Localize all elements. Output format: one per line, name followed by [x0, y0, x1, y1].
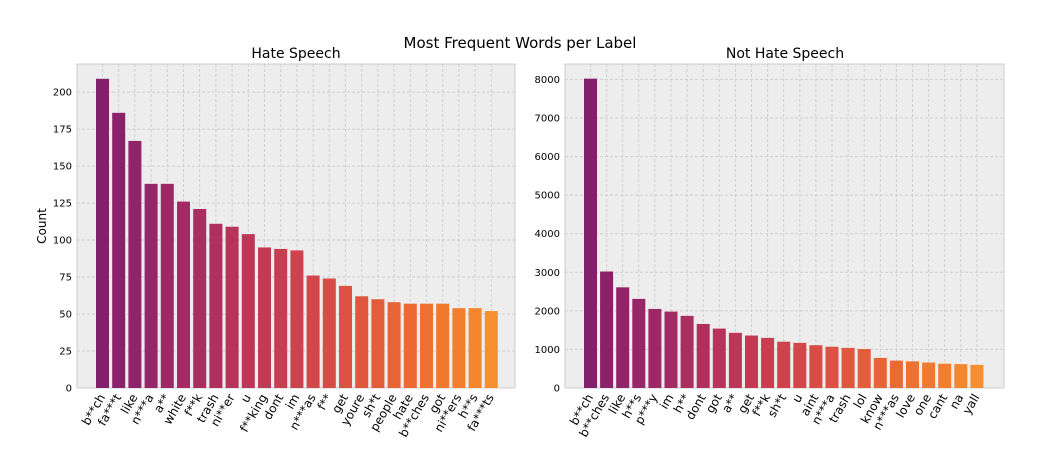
hate-speech-bars — [96, 78, 498, 389]
bar-not-hate-speech-4 — [648, 308, 662, 388]
not-hate-speech-y-ticks: 0 1000 2000 3000 4000 5000 6000 7000 8000 — [535, 75, 560, 395]
bar-hate-speech-9 — [241, 234, 255, 388]
bar-not-hate-speech-1 — [600, 271, 614, 388]
y-tick-label: 25 — [59, 347, 72, 358]
y-tick-label: 0 — [554, 384, 560, 395]
y-tick-label: 75 — [59, 273, 72, 284]
y-tick-label: 175 — [53, 125, 72, 136]
bar-not-hate-speech-9 — [728, 332, 742, 388]
bar-hate-speech-1 — [112, 112, 126, 389]
bar-not-hate-speech-5 — [664, 311, 678, 388]
y-tick-label: 4000 — [535, 229, 560, 240]
y-tick-label: 200 — [53, 88, 72, 99]
bar-hate-speech-4 — [160, 183, 174, 388]
hate-speech-panel: Hate Speech Count 0 25 50 75 100 125 150 175 200… — [35, 46, 516, 440]
y-tick-label: 150 — [53, 162, 72, 173]
bar-hate-speech-7 — [209, 223, 223, 388]
bar-not-hate-speech-19 — [889, 360, 903, 388]
not-hate-speech-title: Not Hate Speech — [726, 46, 844, 62]
bar-not-hate-speech-18 — [873, 357, 887, 388]
bar-hate-speech-11 — [274, 248, 288, 388]
y-tick-label: 0 — [66, 384, 72, 395]
bar-not-hate-speech-14 — [809, 345, 823, 388]
x-tick-label: im — [657, 392, 677, 412]
bar-hate-speech-19 — [403, 303, 417, 388]
bar-not-hate-speech-3 — [632, 298, 646, 388]
bar-not-hate-speech-21 — [922, 362, 936, 388]
y-tick-label: 125 — [53, 199, 72, 210]
bar-not-hate-speech-10 — [745, 335, 758, 388]
y-tick-label: 1000 — [535, 345, 560, 356]
y-tick-label: 2000 — [535, 306, 560, 317]
x-tick-label: na — [947, 392, 967, 412]
bar-not-hate-speech-0 — [584, 78, 597, 389]
bar-hate-speech-8 — [225, 226, 239, 388]
bar-hate-speech-13 — [306, 275, 320, 388]
figure-title: Most Frequent Words per Label — [404, 34, 637, 52]
x-tick-label: lol — [851, 392, 870, 411]
hate-speech-y-axis-label: Count — [35, 208, 49, 244]
bar-hate-speech-21 — [436, 303, 450, 388]
bar-hate-speech-5 — [177, 201, 190, 388]
y-tick-label: 7000 — [535, 114, 560, 125]
x-tick-label: im — [283, 392, 303, 412]
not-hate-speech-plot-area — [564, 63, 1005, 389]
bar-not-hate-speech-7 — [696, 323, 710, 388]
bar-not-hate-speech-16 — [841, 347, 855, 388]
bar-hate-speech-6 — [193, 208, 207, 388]
bar-hate-speech-14 — [322, 278, 336, 388]
bar-not-hate-speech-23 — [954, 364, 968, 388]
bar-not-hate-speech-20 — [906, 361, 919, 388]
bar-not-hate-speech-22 — [938, 363, 952, 388]
y-tick-label: 8000 — [535, 75, 560, 86]
bar-not-hate-speech-2 — [616, 287, 630, 388]
bar-hate-speech-0 — [96, 78, 109, 388]
not-hate-speech-x-ticks: b**chb**cheslikeh**sp***yimh**dontgota**… — [567, 391, 982, 439]
bar-hate-speech-12 — [290, 250, 304, 388]
bar-hate-speech-2 — [128, 140, 142, 388]
bar-hate-speech-23 — [468, 308, 482, 388]
bar-hate-speech-3 — [144, 183, 158, 388]
hate-speech-title: Hate Speech — [251, 46, 340, 62]
y-tick-label: 5000 — [535, 191, 560, 202]
bar-hate-speech-17 — [371, 299, 385, 388]
bar-not-hate-speech-15 — [825, 346, 839, 388]
y-tick-label: 3000 — [535, 268, 560, 279]
not-hate-speech-panel: Not Hate Speech 0 1000 2000 3000 4000 5000 600… — [535, 46, 1005, 440]
bar-hate-speech-16 — [355, 296, 369, 388]
y-tick-label: 100 — [53, 236, 72, 247]
bar-hate-speech-10 — [258, 247, 271, 388]
bar-not-hate-speech-8 — [712, 328, 726, 388]
not-hate-speech-bars — [584, 78, 984, 389]
bar-hate-speech-18 — [387, 302, 401, 388]
bar-hate-speech-24 — [484, 311, 498, 388]
x-tick-label: sh*t — [765, 391, 790, 420]
bar-not-hate-speech-6 — [680, 315, 694, 388]
hate-speech-y-ticks: 0 25 50 75 100 125 150 175 200 — [53, 88, 72, 395]
hate-speech-x-ticks: b**chfa***tliken***aa**whitef**ktrashni*… — [79, 391, 497, 439]
y-tick-label: 50 — [59, 310, 72, 321]
bar-not-hate-speech-13 — [793, 342, 807, 388]
bar-not-hate-speech-12 — [777, 341, 791, 388]
bar-hate-speech-22 — [452, 308, 466, 388]
bar-not-hate-speech-11 — [761, 337, 775, 388]
y-tick-label: 6000 — [535, 152, 560, 163]
bar-not-hate-speech-24 — [970, 364, 984, 388]
bar-hate-speech-15 — [339, 285, 352, 388]
bar-not-hate-speech-17 — [857, 349, 871, 388]
x-tick-label: yall — [960, 392, 983, 417]
bar-hate-speech-20 — [420, 303, 433, 388]
